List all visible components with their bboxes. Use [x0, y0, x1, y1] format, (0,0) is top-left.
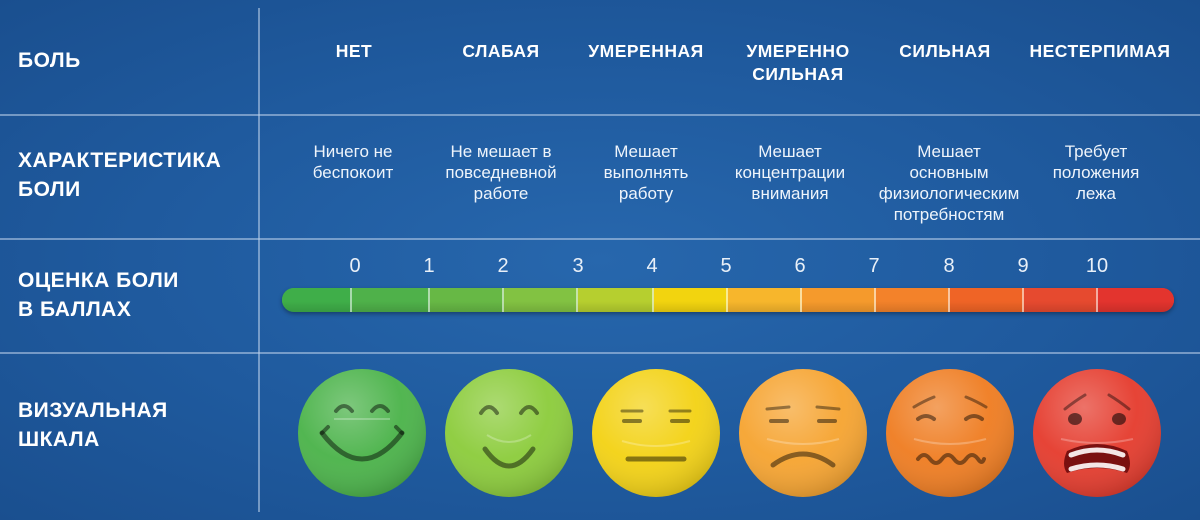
- level-description-moderate: Мешает выполнять работу: [603, 142, 689, 203]
- scale-segment: [950, 288, 1024, 312]
- score-number: 4: [646, 255, 658, 277]
- row-label-visual: ВИЗУАЛЬНАЯ ШКАЛА: [18, 399, 168, 451]
- level-name-mild: СЛАБАЯ: [462, 41, 540, 61]
- score-number: 1: [423, 255, 435, 277]
- row-label-score: ОЦЕНКА БОЛИ В БАЛЛАХ: [18, 269, 179, 321]
- scale-segment: [352, 288, 430, 312]
- score-number: 0: [349, 255, 361, 277]
- level-description-unbearable: Требует положения лежа: [1052, 142, 1140, 203]
- scale-segment: [578, 288, 654, 312]
- score-number: 3: [572, 255, 584, 277]
- scale-segment: [1098, 288, 1174, 312]
- score-number: 2: [497, 255, 509, 277]
- scale-segment: [728, 288, 802, 312]
- level-description-mild: Не мешает в повседневной работе: [445, 142, 557, 203]
- score-number: 5: [720, 255, 732, 277]
- score-number: 8: [943, 255, 955, 277]
- level-name-moderate: УМЕРЕННАЯ: [588, 41, 704, 61]
- scale-segment: [802, 288, 876, 312]
- level-description-none: Ничего не беспокоит: [312, 142, 394, 182]
- scale-segment: [282, 288, 352, 312]
- row-label-characteristic: ХАРАКТЕРИСТИКА БОЛИ: [18, 149, 222, 201]
- row-divider: [0, 238, 1200, 240]
- scale-segment: [504, 288, 578, 312]
- scale-segment: [1024, 288, 1098, 312]
- row-divider: [0, 114, 1200, 116]
- scale-segment: [654, 288, 728, 312]
- level-description-severe: Мешает основным физиологическим потребно…: [878, 142, 1020, 224]
- row-divider: [0, 352, 1200, 354]
- score-number: 6: [794, 255, 806, 277]
- column-divider: [258, 8, 260, 512]
- level-name-moderately-severe: УМЕРЕННО СИЛЬНАЯ: [746, 41, 850, 84]
- score-number: 7: [868, 255, 880, 277]
- level-description-moderately-severe: Мешает концентрации внимания: [734, 142, 846, 203]
- scale-segment: [430, 288, 504, 312]
- neutral-face-icon: [590, 367, 722, 499]
- frown-face-icon: [737, 367, 869, 499]
- score-number: 9: [1017, 255, 1029, 277]
- big-smile-face-icon: [296, 367, 428, 499]
- level-name-severe: СИЛЬНАЯ: [899, 41, 991, 61]
- scale-segment: [876, 288, 950, 312]
- level-name-none: НЕТ: [335, 41, 373, 61]
- wavy-mouth-face-icon: [884, 367, 1016, 499]
- grimace-face-icon: [1031, 367, 1163, 499]
- row-label-pain: БОЛЬ: [18, 49, 81, 72]
- smile-face-icon: [443, 367, 575, 499]
- level-name-unbearable: НЕСТЕРПИМАЯ: [1029, 41, 1171, 61]
- pain-color-bar: [282, 288, 1174, 312]
- score-number: 10: [1085, 255, 1109, 277]
